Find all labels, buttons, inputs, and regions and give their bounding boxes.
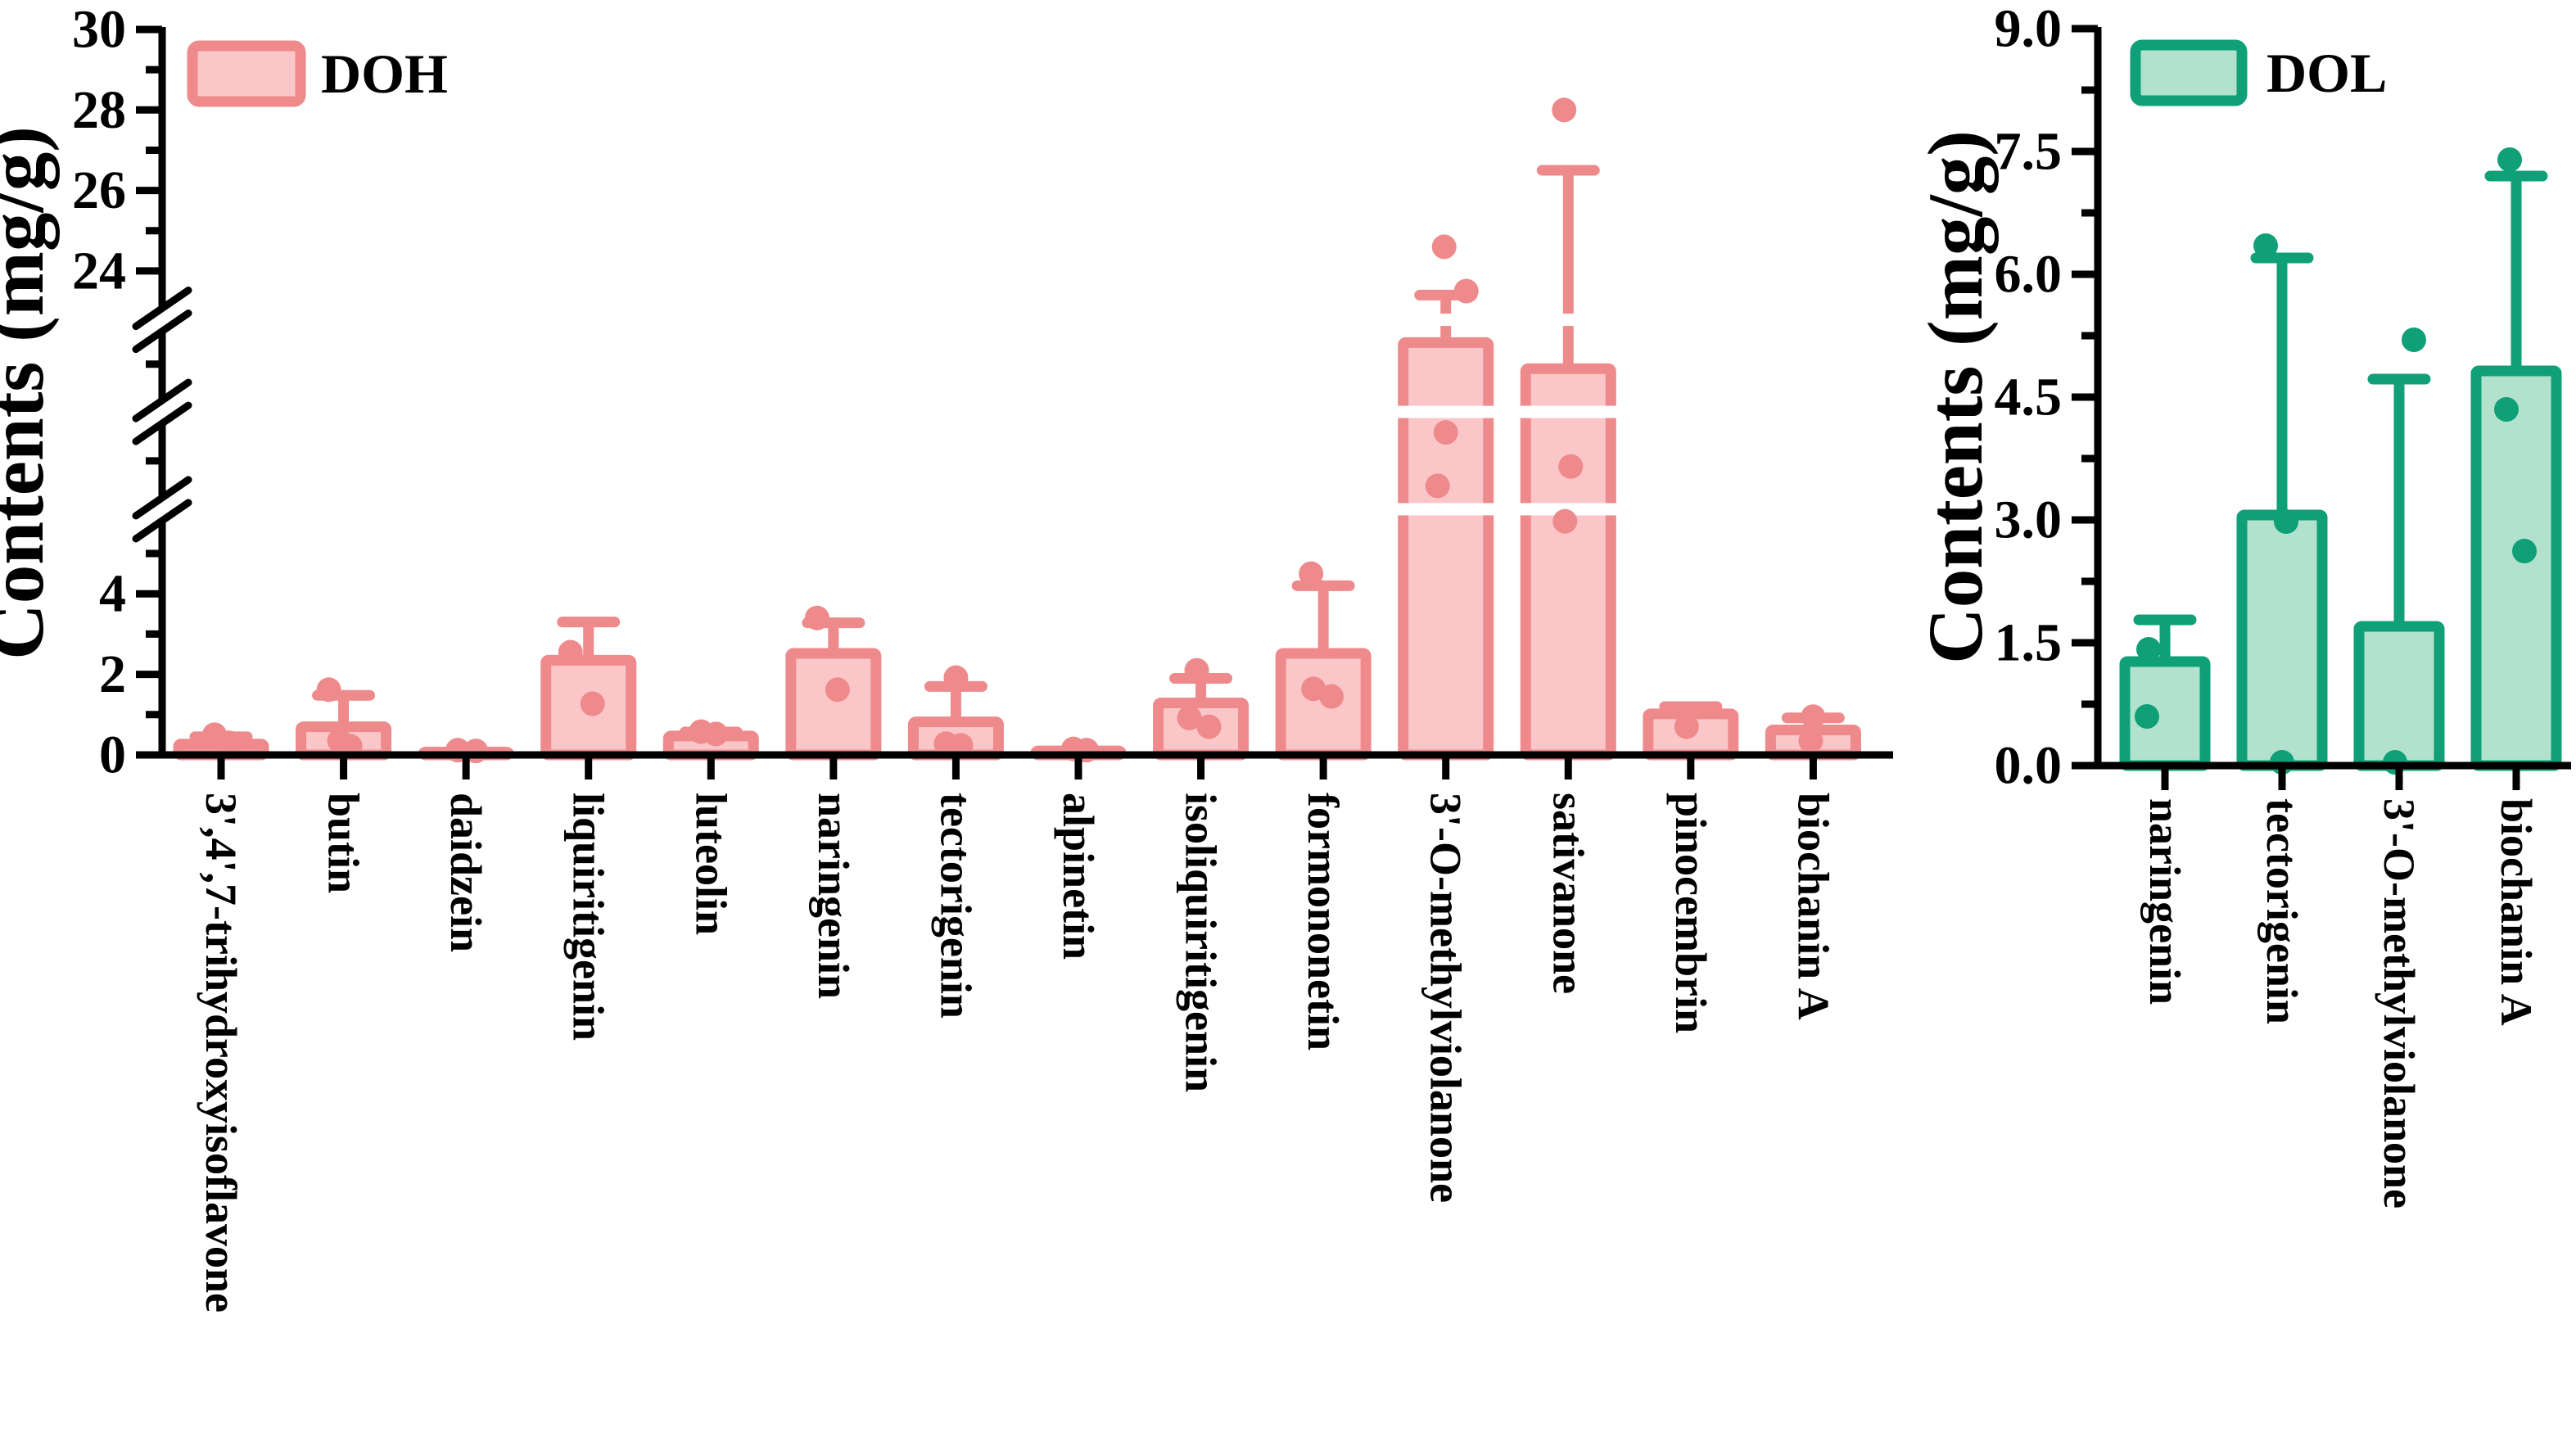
axis-break-slash bbox=[132, 476, 192, 520]
bar-biochanin A bbox=[2470, 365, 2562, 771]
axis-break-stripe bbox=[167, 314, 1893, 327]
x-category-label: naringenin bbox=[809, 793, 858, 999]
axis-break-slash bbox=[132, 287, 192, 331]
doh-legend-label: DOH bbox=[321, 43, 448, 105]
x-category-label: liquiritigenin bbox=[564, 793, 613, 1041]
x-category-label: isoliquiritigenin bbox=[1177, 793, 1226, 1092]
x-category-label: luteolin bbox=[686, 793, 735, 935]
data-point bbox=[2497, 147, 2522, 172]
y-tick-label: 9.0 bbox=[1995, 0, 2063, 59]
dol-y-axis-title: Contents (mg/g) bbox=[1912, 130, 1999, 664]
doh-chart: Contents (mg/g) DOH 024242628303',4',7-t… bbox=[0, 0, 1893, 1313]
data-point bbox=[1552, 97, 1577, 123]
bar-sativanone bbox=[1520, 363, 1616, 761]
x-category-label: 3'-O-methylviolanone bbox=[1421, 793, 1471, 1203]
x-category-label: pinocembrin bbox=[1666, 793, 1715, 1033]
data-point bbox=[703, 721, 729, 747]
y-tick-label: 28 bbox=[72, 80, 126, 140]
x-category-label: tectorigenin bbox=[931, 793, 980, 1019]
data-point bbox=[1453, 278, 1479, 304]
data-point bbox=[943, 665, 969, 690]
data-point bbox=[1319, 684, 1344, 709]
doh-legend-swatch bbox=[187, 40, 306, 107]
data-point bbox=[1196, 714, 1222, 739]
data-point bbox=[316, 677, 341, 703]
y-tick-label: 26 bbox=[72, 160, 126, 220]
bar-3'-O-methylviolanone bbox=[1398, 337, 1494, 761]
data-point bbox=[1425, 473, 1450, 499]
x-category-label: formononetin bbox=[1299, 793, 1348, 1051]
data-point bbox=[1801, 704, 1826, 730]
y-tick-label: 0 bbox=[99, 725, 126, 785]
data-point bbox=[558, 639, 583, 665]
x-category-label: tectorigenin bbox=[2257, 798, 2307, 1024]
axis-break-slash bbox=[132, 310, 192, 354]
y-tick-label: 6.0 bbox=[1995, 245, 2063, 305]
dol-legend-label: DOL bbox=[2266, 42, 2387, 104]
y-tick-label: 1.5 bbox=[1995, 613, 2063, 673]
x-category-label: 3'-O-methylviolanone bbox=[2375, 798, 2424, 1209]
axis-break-slash bbox=[132, 378, 192, 422]
x-category-label: naringenin bbox=[2140, 798, 2190, 1005]
y-tick-label: 7.5 bbox=[1995, 122, 2063, 182]
data-point bbox=[1798, 728, 1824, 753]
bar-3'-O-methylviolanone bbox=[2353, 621, 2445, 771]
dol-legend-swatch bbox=[2130, 39, 2248, 106]
bar-tectorigenin bbox=[2236, 509, 2328, 771]
data-point bbox=[1558, 454, 1584, 479]
bar-naringenin bbox=[785, 648, 882, 761]
data-point bbox=[1299, 561, 1324, 586]
data-point bbox=[2402, 328, 2426, 352]
y-tick-label: 4.5 bbox=[1995, 368, 2063, 427]
y-tick-label: 0.0 bbox=[1995, 736, 2063, 796]
x-category-label: daidzein bbox=[441, 793, 490, 952]
y-tick-label: 2 bbox=[99, 644, 126, 704]
y-tick-label: 3.0 bbox=[1995, 490, 2063, 550]
data-point bbox=[2135, 704, 2159, 729]
data-point bbox=[2512, 539, 2537, 563]
x-category-label: alpinetin bbox=[1054, 793, 1103, 960]
data-point bbox=[1674, 714, 1699, 739]
data-point bbox=[2136, 637, 2161, 662]
axis-break-slash bbox=[132, 401, 192, 445]
data-point bbox=[1433, 420, 1458, 445]
y-tick-label: 24 bbox=[72, 241, 126, 300]
data-point bbox=[1184, 657, 1209, 683]
data-point bbox=[1431, 234, 1457, 260]
data-point bbox=[2253, 233, 2278, 258]
data-point bbox=[580, 691, 605, 716]
data-point bbox=[1177, 705, 1202, 730]
dol-chart: Contents (mg/g) DOL 0.0 1.5 3.0 4.5 6.0 7.5 9.… bbox=[1912, 0, 2571, 1209]
y-tick-label: 30 bbox=[72, 0, 126, 60]
x-category-label: biochanin A bbox=[2492, 798, 2541, 1026]
doh-y-axis-title: Contents (mg/g) bbox=[0, 126, 60, 660]
x-category-label: biochanin A bbox=[1788, 793, 1837, 1020]
axis-break-stripe bbox=[167, 405, 1893, 418]
data-point bbox=[2494, 397, 2519, 422]
x-category-label: sativanone bbox=[1543, 793, 1593, 994]
data-point bbox=[804, 605, 829, 630]
x-category-label: 3',4',7-trihydroxyisoflavone bbox=[197, 793, 246, 1313]
data-point bbox=[1552, 508, 1578, 534]
data-point bbox=[217, 730, 242, 756]
data-point bbox=[825, 677, 850, 703]
axis-break-stripe bbox=[167, 503, 1893, 516]
data-point bbox=[2274, 509, 2298, 534]
y-tick-label: 4 bbox=[99, 564, 126, 624]
x-category-label: butin bbox=[319, 793, 368, 893]
axis-break-slash bbox=[132, 499, 192, 543]
